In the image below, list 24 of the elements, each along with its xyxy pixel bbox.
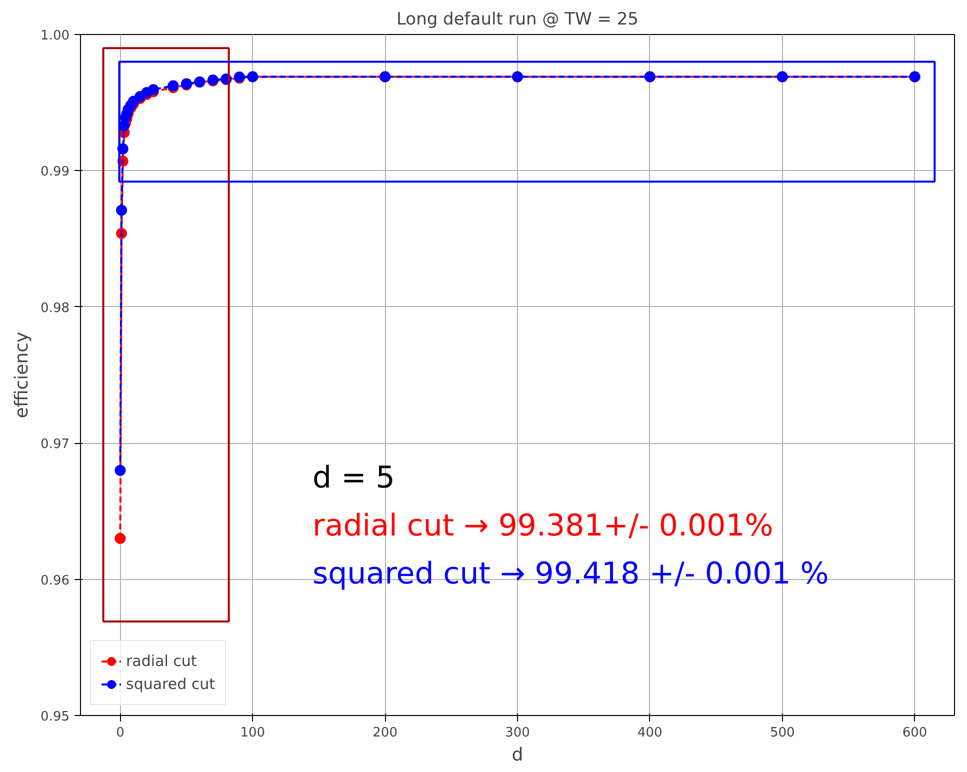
y-tick-label: 0.95 [40, 710, 70, 724]
x-axis-title: d [512, 744, 524, 766]
y-tick-label: 0.99 [40, 164, 70, 180]
y-tick-label: 0.97 [40, 437, 70, 452]
x-tick-label: 300 [505, 726, 530, 740]
x-tick-label: 500 [770, 726, 795, 740]
point [116, 204, 128, 216]
legend-label: radial cut [126, 652, 197, 670]
legend-label: squared cut [126, 675, 216, 693]
y-tick-label: 0.98 [40, 300, 70, 316]
x-tick-label: 200 [372, 726, 398, 740]
point [114, 464, 126, 476]
x-tick-label: 600 [902, 726, 928, 740]
annotation: squared cut → 99.418 +/- 0.001 % [312, 556, 829, 592]
x-tick-label: 400 [638, 726, 662, 740]
chart-title: Long default run @ TW = 25 [396, 10, 638, 30]
annotation: radial cut → 99.381+/- 0.001% [312, 508, 774, 544]
y-axis-title: efficiency [12, 331, 33, 418]
point [114, 532, 126, 544]
x-tick-label: 0 [116, 726, 124, 740]
annotation: d = 5 [312, 460, 395, 496]
x-tick-label: 100 [240, 726, 266, 740]
y-tick-label: 0.96 [40, 573, 70, 588]
y-tick-label: 1.00 [40, 28, 70, 44]
